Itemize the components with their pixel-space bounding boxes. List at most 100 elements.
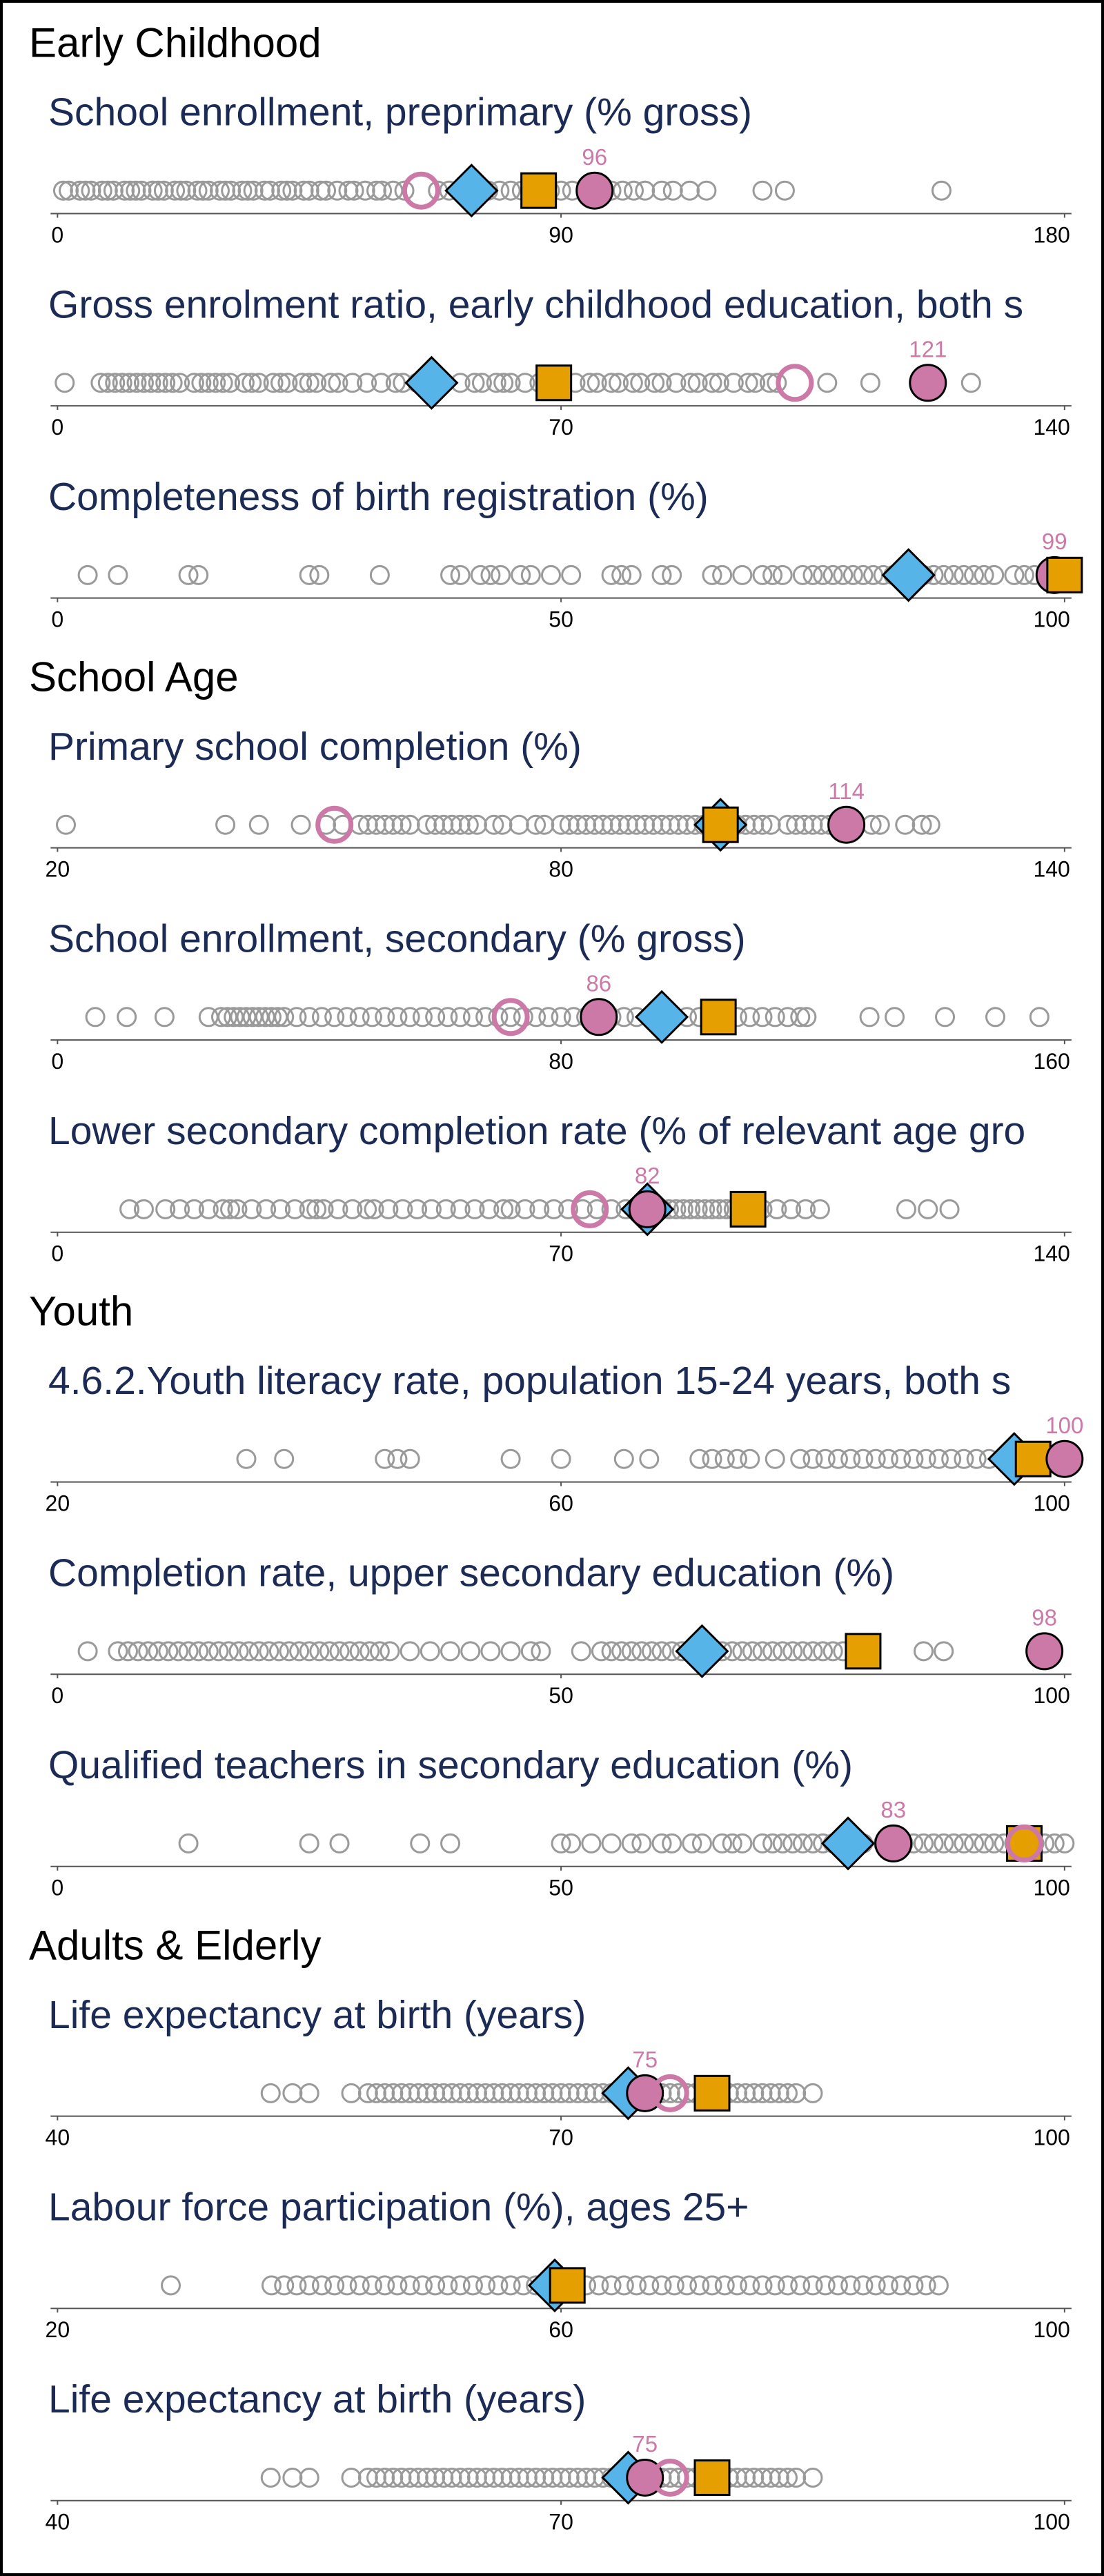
- other-point: [916, 2275, 936, 2296]
- circle-marker: [827, 805, 866, 844]
- other-point: [290, 814, 311, 835]
- other-point: [1014, 564, 1034, 585]
- other-point: [794, 814, 815, 835]
- other-point: [178, 1641, 199, 1662]
- other-point: [765, 1007, 785, 1028]
- other-point: [624, 180, 644, 201]
- other-point: [466, 2467, 487, 2488]
- other-point: [344, 180, 364, 201]
- circle-marker: [874, 1824, 913, 1862]
- other-point: [170, 373, 190, 393]
- other-point: [500, 1448, 521, 1469]
- panel-title: Labour force participation (%), ages 25+: [48, 2185, 749, 2229]
- other-point: [385, 373, 406, 393]
- other-point: [712, 564, 733, 585]
- other-point: [601, 814, 622, 835]
- other-point: [410, 1833, 431, 1854]
- other-point: [471, 373, 492, 393]
- other-point: [274, 1007, 295, 1028]
- other-point: [500, 2083, 521, 2103]
- other-point: [162, 373, 183, 393]
- other-point: [341, 2467, 362, 2488]
- other-point: [206, 373, 226, 393]
- other-point: [689, 1448, 710, 1469]
- other-point: [878, 2275, 898, 2296]
- other-point: [400, 814, 420, 835]
- other-point: [542, 2467, 563, 2488]
- other-point: [450, 814, 471, 835]
- other-point: [284, 1199, 305, 1219]
- x-tick-label: 100: [1033, 1876, 1070, 1900]
- other-point: [425, 2083, 446, 2103]
- other-point: [103, 180, 124, 201]
- x-tick-label: 100: [1033, 2125, 1070, 2150]
- other-point: [142, 180, 163, 201]
- x-tick-label: 0: [51, 1241, 63, 1266]
- other-point: [815, 1448, 836, 1469]
- other-point: [934, 1833, 954, 1854]
- other-point: [215, 814, 236, 835]
- other-point: [777, 814, 798, 835]
- other-point: [349, 1007, 370, 1028]
- other-point: [311, 1007, 332, 1028]
- section-title: Early Childhood: [29, 20, 322, 66]
- other-point: [375, 2083, 395, 2103]
- other-point: [282, 2467, 303, 2488]
- other-point: [551, 2083, 571, 2103]
- other-point: [259, 180, 280, 201]
- square-marker: [700, 999, 737, 1036]
- other-point: [738, 373, 758, 393]
- other-point: [500, 1007, 521, 1028]
- other-point: [450, 564, 471, 585]
- other-point: [559, 814, 580, 835]
- panel-title: Life expectancy at birth (years): [48, 1993, 586, 2037]
- diamond-marker: [634, 990, 689, 1044]
- other-point: [133, 373, 154, 393]
- other-point: [313, 1199, 334, 1219]
- ring-marker: [1005, 1824, 1043, 1862]
- other-point: [762, 564, 783, 585]
- section-title: School Age: [29, 654, 239, 700]
- other-point: [943, 564, 964, 585]
- other-point: [213, 373, 233, 393]
- other-point: [651, 1641, 672, 1662]
- other-point: [141, 373, 161, 393]
- x-tick-label: 0: [51, 1876, 63, 1900]
- other-point: [357, 2467, 378, 2488]
- other-point: [696, 180, 717, 201]
- section-title: Youth: [29, 1288, 133, 1335]
- other-point: [511, 564, 531, 585]
- other-point: [740, 1448, 760, 1469]
- other-point: [651, 373, 672, 393]
- other-point: [357, 373, 377, 393]
- other-point: [391, 2083, 412, 2103]
- x-tick-label: 140: [1033, 856, 1070, 881]
- other-point: [931, 180, 952, 201]
- other-point: [349, 1641, 370, 1662]
- ring-marker: [571, 1190, 609, 1228]
- value-label: 96: [582, 144, 607, 170]
- other-point: [802, 2275, 823, 2296]
- other-point: [760, 2467, 781, 2488]
- panel-title: Primary school completion (%): [48, 725, 582, 769]
- other-point: [974, 564, 994, 585]
- other-point: [383, 814, 404, 835]
- other-point: [702, 564, 722, 585]
- panel-title: 4.6.2.Youth literacy rate, population 15…: [48, 1359, 1011, 1403]
- other-point: [551, 814, 571, 835]
- other-point: [154, 1007, 175, 1028]
- panel-title: Lower secondary completion rate (% of re…: [48, 1109, 1025, 1153]
- other-point: [662, 1833, 682, 1854]
- other-point: [651, 2275, 672, 2296]
- other-point: [236, 1448, 257, 1469]
- other-point: [551, 2467, 571, 2488]
- other-point: [601, 564, 622, 585]
- other-point: [329, 1641, 350, 1662]
- other-point: [433, 814, 454, 835]
- other-point: [339, 1641, 360, 1662]
- other-point: [188, 564, 209, 585]
- other-point: [450, 2275, 471, 2296]
- other-point: [158, 1641, 179, 1662]
- other-point: [85, 1007, 106, 1028]
